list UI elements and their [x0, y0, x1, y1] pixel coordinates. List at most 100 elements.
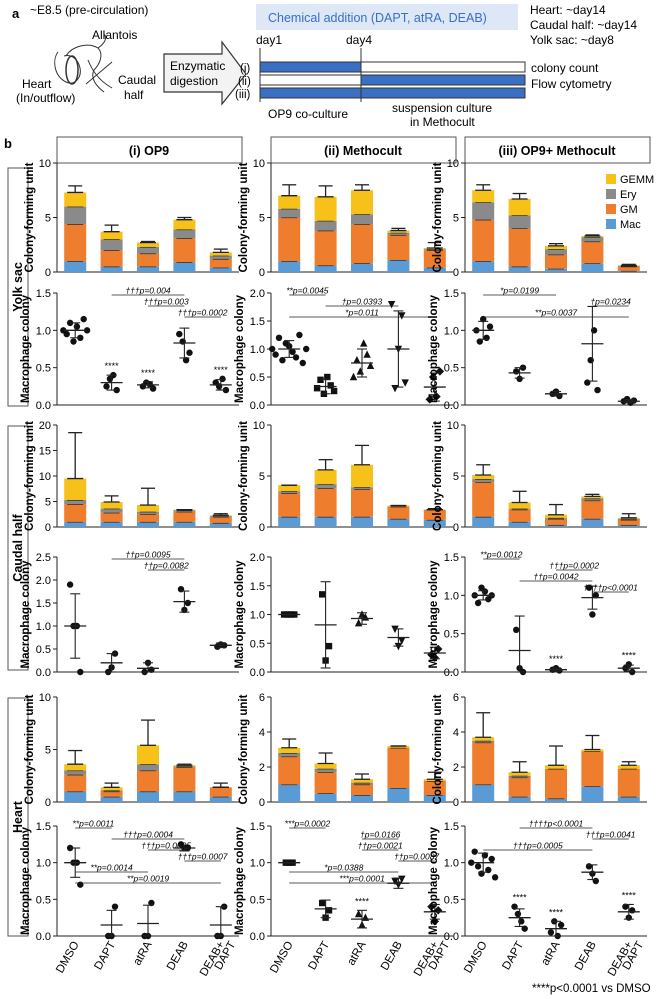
data-point: [182, 357, 190, 364]
data-point: [113, 386, 120, 394]
bracket-label: ††p=0.0021: [358, 841, 403, 851]
x-tick-label: DMSO: [268, 939, 296, 975]
bar-gm-atRA: [545, 768, 567, 799]
col-header-box-1: [56, 136, 243, 164]
y-tick-label: 1.5: [36, 598, 51, 610]
panel-b-letter: b: [4, 136, 12, 151]
x-tick-label: DAPT: [92, 940, 118, 973]
significance-stars: ****: [622, 890, 637, 900]
dot-chart-h_meth_mac: 0.0 0.5 1.0 1.5 Macrophage colony **** ***p=0.…: [234, 819, 453, 978]
data-point: [398, 637, 406, 645]
y-tick-label: 5: [259, 213, 265, 225]
bar-ery-DAPT: [314, 220, 337, 231]
y-tick-label: 0.0: [250, 667, 265, 679]
x-tick-label: DMSO: [462, 939, 490, 975]
embryo-drawing: [54, 33, 113, 93]
x-tick-label: DEAB: [573, 939, 599, 972]
significance-stars: ****: [622, 650, 637, 660]
x-tick-label: atRA: [345, 939, 368, 967]
row-ii-label: (ii): [238, 76, 251, 88]
y-axis-label: Macrophage colony: [20, 294, 32, 403]
bar-mac-DEAB+DAPT: [209, 522, 232, 527]
significance-stars: ****: [513, 893, 528, 903]
co-culture-label: OP9 co-culture: [268, 107, 348, 121]
dot-chart-ys_meth_mac: 0.0 0.5 1.0 1.5 2.0 Macrophage colony **p=0.00…: [234, 286, 453, 412]
bracket-label: †††p=0.0005: [141, 841, 191, 851]
bar-gm-DEAB: [387, 234, 410, 261]
dot-chart-ys_om_mac: 0.0 0.5 1.0 1.5 Macrophage colony *p=0.0199 †p…: [428, 286, 647, 412]
bracket-label: †††p=0.0002: [549, 561, 599, 571]
data-point: [511, 903, 518, 910]
y-tick-label: 0.0: [444, 400, 459, 412]
day4-label: day4: [346, 33, 372, 47]
data-point: [66, 319, 74, 327]
significance-stars: ****: [549, 654, 564, 664]
bar-chart-h_om: 0 2 4 6 Colony-forming unit: [432, 692, 647, 809]
data-point: [289, 348, 296, 355]
y-axis-label: Macrophage colony: [428, 826, 440, 935]
bar-ery-atRA: [137, 246, 159, 254]
bar-gm-DEAB+DAPT: [209, 258, 232, 268]
panel-a: a ~E8.5 (pre-circulation) Allantois Hear…: [12, 3, 637, 129]
bar-gemm-DAPT: [100, 502, 123, 509]
y-tick-label: 5: [45, 213, 51, 225]
data-point: [488, 855, 495, 863]
data-point: [474, 863, 482, 870]
row-header-yolk-sac: Yolk sac: [11, 262, 25, 312]
data-point: [483, 334, 490, 341]
data-point: [103, 383, 110, 390]
legend-swatch-mac: [606, 219, 616, 229]
data-point: [387, 301, 396, 309]
bar-gm-DEAB+DAPT: [617, 768, 640, 797]
data-point: [547, 929, 555, 936]
data-point: [398, 875, 406, 883]
y-tick-label: 10: [253, 420, 265, 432]
bar-ery-DAPT: [100, 239, 123, 251]
y-axis-label: Colony-forming unit: [432, 162, 444, 272]
y-tick-label: 10: [39, 471, 51, 483]
y-tick-label: 10: [447, 420, 459, 432]
bar-gm-DEAB: [581, 241, 604, 264]
dot-chart-ys_op9_mac: 0.0 0.5 1.0 1.5 Macrophage colony **** **** ***…: [20, 286, 239, 412]
data-point: [434, 906, 443, 915]
bar-gemm-DEAB: [387, 230, 410, 233]
data-point: [585, 863, 593, 870]
data-point: [468, 859, 475, 866]
bracket-label: ††p=0.0082: [144, 561, 189, 571]
y-axis-label: Macrophage colony: [20, 826, 32, 935]
bar-gemm-DMSO: [278, 747, 301, 753]
bar-gm-atRA: [137, 770, 159, 792]
data-point: [148, 899, 155, 907]
stage-label: ~E8.5 (pre-circulation): [30, 3, 148, 17]
bar-gemm-DAPT: [314, 196, 337, 221]
bar-mac-DMSO: [64, 261, 87, 272]
bracket-label: †††p=0.0002: [178, 308, 228, 318]
y-tick-label: 1.0: [444, 590, 459, 602]
bar-mac-DMSO: [472, 516, 495, 527]
data-point: [557, 921, 565, 929]
y-axis-label: Colony-forming unit: [24, 162, 36, 272]
bracket-label: †p=0.0234: [590, 297, 631, 307]
bracket-label: ††p=0.0042: [533, 572, 578, 582]
y-tick-label: 0.0: [36, 400, 51, 412]
readout-colony-count: colony count: [531, 61, 599, 75]
bar-gm-DAPT: [508, 777, 531, 797]
bar-mac-DEAB+DAPT: [617, 796, 640, 802]
data-point: [630, 397, 638, 404]
bar-ery-DMSO: [472, 202, 495, 220]
data-point: [325, 907, 333, 914]
y-axis-label: Colony-forming unit: [238, 162, 250, 272]
y-tick-label: 0.5: [250, 638, 265, 650]
data-point: [592, 592, 599, 599]
day1-label: day1: [256, 33, 282, 47]
bar-mac-atRA: [545, 798, 567, 802]
bar-gm-DEAB+DAPT: [423, 250, 446, 268]
bar-gm-atRA: [545, 254, 567, 269]
data-point: [292, 354, 300, 361]
bar-ery-DAPT: [314, 484, 337, 489]
y-tick-label: 1.0: [250, 858, 265, 870]
